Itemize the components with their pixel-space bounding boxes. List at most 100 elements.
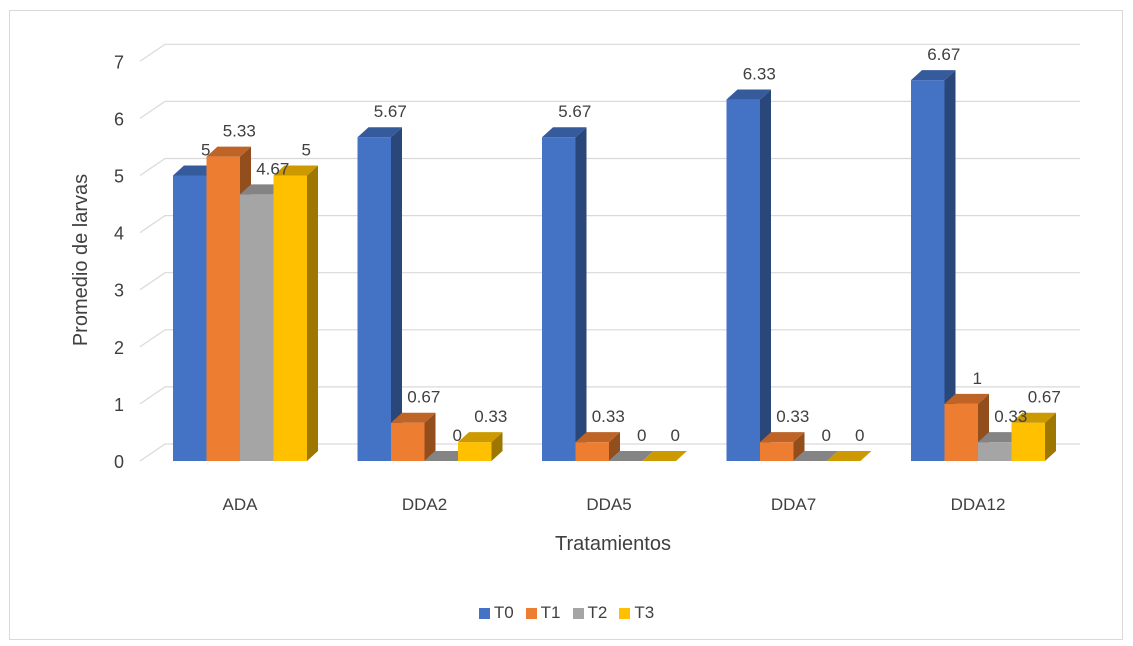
bar-top (642, 451, 687, 461)
data-label: 4.67 (256, 159, 289, 178)
bar-side (760, 89, 771, 461)
bar-t0-dda2 (357, 127, 402, 462)
bar-t1-dda2 (391, 412, 436, 461)
bar-side (391, 127, 402, 462)
bar-front (542, 137, 576, 462)
gridline (139, 215, 1080, 234)
bar-t0-dda7 (726, 89, 771, 461)
data-label: 6.67 (927, 45, 960, 64)
bar-front (391, 422, 425, 461)
data-label: 0 (855, 426, 864, 445)
bar-front (944, 403, 978, 461)
bar-top (760, 432, 805, 443)
data-label: 5 (201, 141, 210, 160)
y-tick-label: 6 (114, 109, 124, 129)
x-category-label: DDA5 (586, 495, 631, 514)
bar-top (944, 393, 989, 404)
bar-t3-dda12 (1011, 412, 1056, 461)
legend-label: T0 (493, 603, 514, 622)
bar-side (424, 412, 436, 461)
y-tick-label: 7 (114, 52, 124, 72)
data-labels: 5 5.334.67 5 5.67 0.67 0 0.33 5.67 0.33 0 0 6.33 0.3… (201, 45, 1061, 445)
bar-t1-dda7 (760, 432, 805, 461)
bar-front (206, 156, 240, 462)
legend-item-t1: T1 (525, 603, 561, 623)
bar-top (609, 451, 654, 461)
x-axis-title: Tratamientos (555, 533, 671, 555)
bar-front (911, 80, 945, 461)
y-tick-label: 2 (114, 338, 124, 358)
bar-t0-dda5 (542, 127, 587, 462)
legend-swatch (478, 607, 490, 619)
legend-swatch (572, 607, 584, 619)
y-axis-title: Promedio de larvas (70, 174, 92, 346)
bar-front (760, 442, 794, 461)
data-label: 0.33 (994, 407, 1027, 426)
data-label: 0.33 (474, 407, 507, 426)
bar-front (173, 175, 207, 461)
bar-top (1011, 412, 1056, 423)
bar-t2-dda5 (609, 451, 654, 461)
x-category-label: DDA7 (771, 495, 816, 514)
bar-side (1045, 412, 1056, 461)
x-category-label: DDA12 (951, 495, 1006, 514)
bar-t0-dda12 (911, 70, 956, 461)
data-label: 5.67 (558, 102, 591, 121)
bar-side (793, 432, 805, 461)
bar-front (458, 442, 492, 461)
bar-front (357, 137, 391, 462)
bar-top (273, 165, 318, 176)
bar-side (491, 432, 503, 461)
legend-item-t2: T2 (572, 603, 607, 623)
bar-front (240, 194, 274, 461)
data-label: 0 (671, 426, 680, 445)
data-label: 1 (973, 369, 982, 388)
data-label: 0.67 (407, 388, 440, 407)
bar-top (911, 70, 956, 81)
data-label: 5.67 (374, 102, 407, 121)
bar-t2-dda7 (793, 451, 838, 461)
x-category-label: ADA (223, 495, 259, 514)
gridline (139, 157, 1080, 176)
data-label: 0 (453, 426, 462, 445)
legend-label: T3 (634, 603, 655, 622)
bar-top (391, 412, 436, 423)
bar-t3-dda2 (458, 432, 503, 461)
gridline (139, 100, 1080, 119)
gridline (139, 272, 1080, 291)
data-label: 5 (302, 141, 311, 160)
legend-swatch (525, 607, 537, 619)
data-label: 0.33 (592, 407, 625, 426)
x-axis-categories: ADA DDA2 DDA5 DDA7 DDA12 (223, 495, 1006, 514)
bar-top (240, 184, 285, 195)
data-label: 5.33 (223, 122, 256, 141)
bar-top (793, 451, 838, 461)
bar-front (978, 442, 1012, 461)
legend: T0 T1 T2 T3 (0, 603, 1133, 623)
legend-item-t0: T0 (478, 603, 514, 623)
y-tick-label: 1 (114, 395, 124, 415)
data-label: 0.33 (776, 407, 809, 426)
gridline (139, 329, 1080, 348)
bar-t2-dda2 (424, 451, 469, 461)
y-axis-ticks: 0 1 2 3 4 5 6 7 (114, 52, 124, 472)
y-tick-label: 5 (114, 167, 124, 187)
bar-front (1011, 422, 1045, 461)
y-tick-label: 0 (114, 452, 124, 472)
bar-front (273, 175, 307, 461)
data-label: 6.33 (743, 65, 776, 84)
bar-top (827, 451, 872, 461)
bar-top (357, 127, 402, 138)
bar-t1-dda5 (575, 432, 620, 461)
data-label: 0 (822, 426, 831, 445)
bar-top (726, 89, 771, 100)
bar-top (542, 127, 587, 138)
bar-top (173, 165, 218, 176)
data-label: 0 (637, 426, 646, 445)
bar-t3-dda5 (642, 451, 687, 461)
bar-chart: 0 1 2 3 4 5 6 7 5 5.334.67 5 5.67 0.67 0 0.33 5.67 0.33… (70, 43, 1080, 555)
bar-side (307, 165, 318, 461)
bars (173, 70, 1056, 462)
bar-top (575, 432, 620, 443)
legend-item-t3: T3 (619, 603, 654, 623)
